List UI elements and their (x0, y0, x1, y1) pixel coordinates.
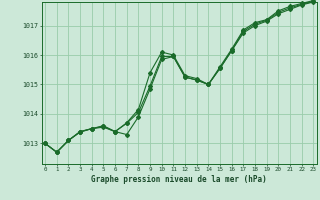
X-axis label: Graphe pression niveau de la mer (hPa): Graphe pression niveau de la mer (hPa) (91, 175, 267, 184)
